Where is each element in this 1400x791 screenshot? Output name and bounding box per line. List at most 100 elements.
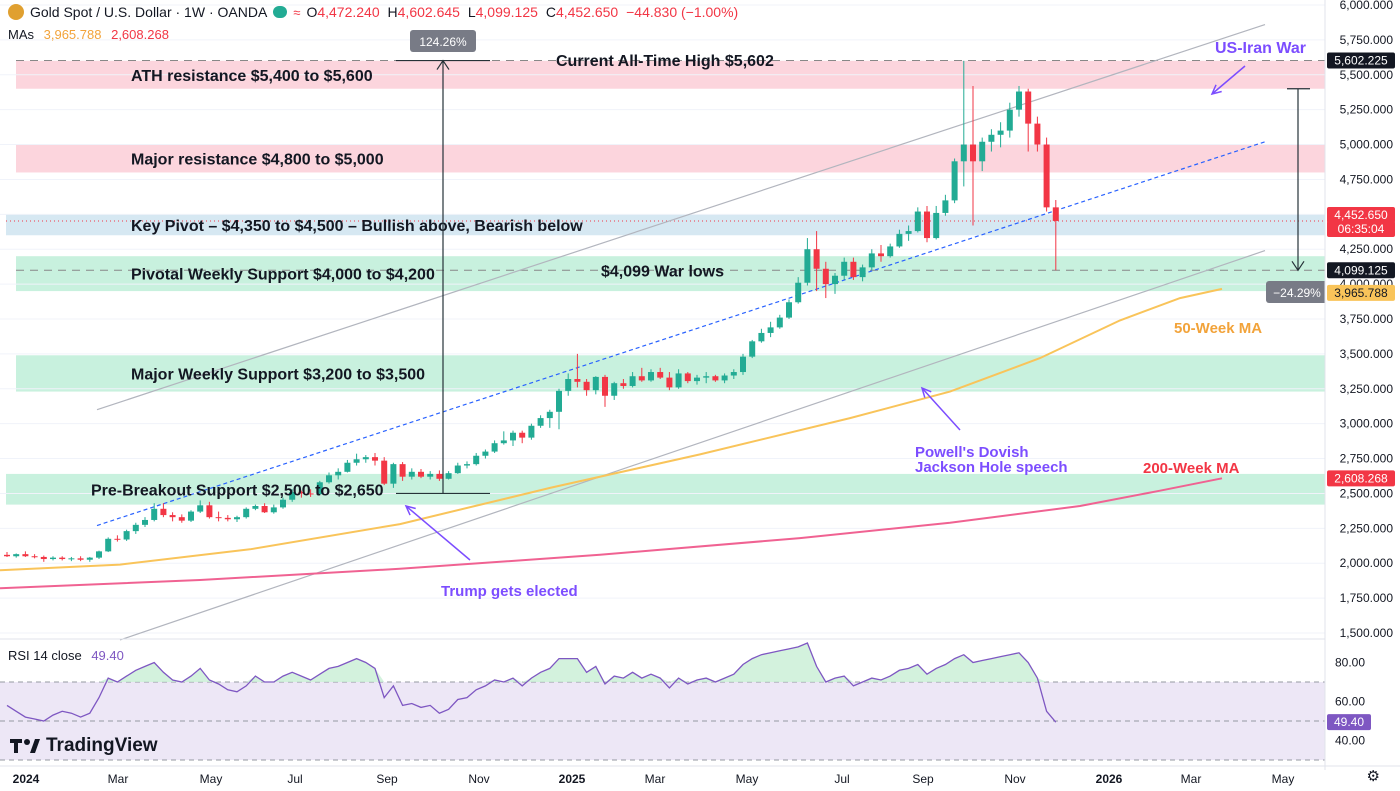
candle-body	[473, 455, 480, 465]
candle-body	[942, 200, 949, 213]
symbol-title[interactable]: Gold Spot / U.S. Dollar · 1W · OANDA	[30, 4, 268, 20]
trend-channel-line	[96, 23, 1266, 411]
candle-body	[896, 233, 903, 247]
zone-support	[16, 256, 1325, 292]
candle-body	[960, 144, 967, 162]
candle-body	[868, 253, 875, 268]
candle-body	[721, 375, 728, 381]
candle-body	[105, 538, 112, 552]
y-tick-label: 4,750.000	[1340, 172, 1394, 186]
zone-support	[6, 473, 1325, 505]
x-tick-label: Nov	[468, 772, 489, 786]
candle-body	[951, 161, 958, 201]
mas-legend[interactable]: MAs 3,965.788 2,608.268	[8, 27, 169, 42]
x-tick-label: Mar	[645, 772, 666, 786]
annotation-text: $4,099 War lows	[601, 263, 724, 280]
zone-label: Major Weekly Support $3,200 to $3,500	[131, 366, 425, 383]
price-badge	[1327, 470, 1395, 487]
candle-body	[970, 144, 976, 162]
candle-body	[620, 383, 627, 386]
pointer-arrow	[921, 387, 961, 431]
candle-body	[132, 524, 139, 532]
candle-body	[767, 327, 774, 333]
candle-body	[362, 457, 369, 460]
candle-body	[694, 377, 700, 382]
candle-body	[1025, 91, 1032, 124]
candle-body	[878, 253, 884, 257]
candle-body	[1052, 207, 1059, 221]
candle-body	[188, 511, 194, 521]
candle-body	[859, 267, 866, 278]
brand-name: TradingView	[46, 735, 158, 756]
tradingview-logo[interactable]: TradingView	[10, 735, 158, 757]
candle-body	[335, 471, 342, 476]
candle-body	[675, 373, 682, 388]
high-label: H	[387, 4, 398, 20]
x-tick-label: Mar	[1181, 772, 1202, 786]
zone-label: Pivotal Weekly Support $4,000 to $4,200	[131, 267, 435, 284]
candle-body	[289, 492, 296, 500]
measure-down-label: −24.29%	[1273, 286, 1321, 300]
x-tick-label: Jul	[834, 772, 849, 786]
candle-body	[114, 538, 121, 540]
candle-body	[31, 556, 38, 558]
y-tick-label: 1,750.000	[1340, 591, 1394, 605]
candle-body	[804, 249, 811, 283]
candle-body	[390, 464, 397, 484]
tradingview-logo-icon	[10, 739, 40, 753]
rsi-line	[6, 642, 1057, 723]
pointer-arrowhead	[920, 386, 932, 398]
candle-body	[629, 376, 636, 386]
candle-body	[666, 377, 673, 388]
candle-body	[786, 302, 792, 318]
price-badge-label: 2,608.268	[1334, 471, 1388, 485]
candle-body	[776, 317, 783, 328]
x-tick-label: 2026	[1096, 772, 1123, 786]
annotation-text: US-Iran War	[1215, 40, 1306, 57]
rsi-value: 49.40	[91, 648, 124, 663]
candle-body	[841, 261, 848, 276]
price-badge	[1327, 206, 1395, 223]
candle-body	[22, 554, 29, 557]
settings-gear-icon[interactable]: ⚙	[1366, 768, 1380, 785]
candle-body	[123, 531, 130, 540]
price-badge	[1327, 52, 1395, 69]
x-tick-label: Mar	[108, 772, 129, 786]
candle-body	[224, 517, 231, 520]
pointer-arrow	[405, 505, 471, 561]
candle-body	[353, 459, 360, 463]
x-tick-label: Sep	[376, 772, 398, 786]
y-tick-label: 2,750.000	[1340, 452, 1394, 466]
x-tick-label: May	[200, 772, 223, 786]
ma200-line	[0, 477, 1223, 590]
rsi-legend[interactable]: RSI 14 close 49.40	[8, 648, 124, 663]
candle-body	[905, 231, 912, 234]
candle-body	[445, 473, 452, 479]
measure-up-label: 124.26%	[419, 35, 467, 49]
moving-averages	[0, 287, 1223, 590]
y-tick-label: 5,250.000	[1340, 103, 1394, 117]
high-value: 4,602.645	[397, 4, 460, 20]
eye-icon[interactable]	[273, 6, 288, 18]
candle-body	[997, 130, 1004, 135]
candle-body	[151, 508, 158, 520]
x-tick-label: 2024	[13, 772, 40, 786]
ma50-value: 3,965.788	[43, 27, 102, 42]
wave-icon[interactable]: ≈	[293, 4, 301, 20]
candle-body	[68, 558, 75, 560]
candle-body	[454, 465, 461, 474]
y-tick-label: 3,250.000	[1340, 382, 1394, 396]
candles-layer	[4, 60, 1059, 562]
annotation-layer: ATH resistance $5,400 to $5,600 Major res…	[91, 30, 1328, 757]
rsi-tick-label: 40.00	[1335, 734, 1365, 748]
y-tick-label: 4,250.000	[1340, 242, 1394, 256]
candle-body	[427, 473, 434, 477]
candle-body	[574, 379, 581, 382]
candle-body	[372, 457, 378, 461]
rsi-overbought-fill	[7, 643, 1056, 682]
candle-body	[758, 332, 765, 342]
candle-body	[491, 443, 498, 452]
pointer-arrow	[1211, 65, 1246, 95]
